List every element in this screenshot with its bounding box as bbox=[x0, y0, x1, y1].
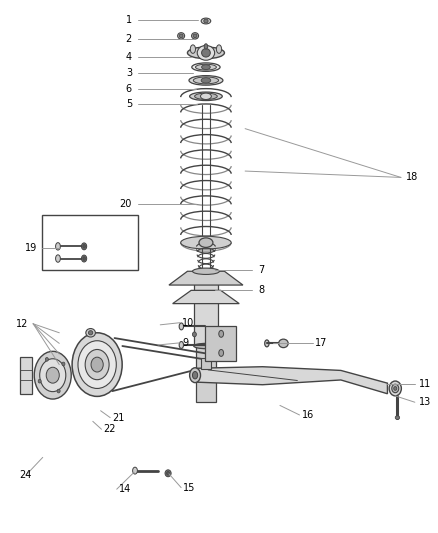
Text: 15: 15 bbox=[184, 482, 196, 492]
Ellipse shape bbox=[265, 340, 269, 347]
Ellipse shape bbox=[46, 367, 59, 383]
Ellipse shape bbox=[83, 245, 85, 248]
Text: 18: 18 bbox=[406, 172, 418, 182]
Bar bbox=[201, 358, 211, 369]
Ellipse shape bbox=[194, 343, 218, 349]
Ellipse shape bbox=[192, 332, 196, 337]
Ellipse shape bbox=[197, 45, 215, 60]
Ellipse shape bbox=[201, 78, 211, 83]
Text: 4: 4 bbox=[126, 52, 132, 61]
Ellipse shape bbox=[192, 372, 198, 379]
Ellipse shape bbox=[395, 416, 399, 419]
Ellipse shape bbox=[56, 255, 60, 262]
Polygon shape bbox=[169, 271, 243, 285]
Text: 7: 7 bbox=[258, 265, 265, 274]
Text: 13: 13 bbox=[419, 397, 431, 407]
Ellipse shape bbox=[193, 77, 219, 84]
Ellipse shape bbox=[201, 18, 211, 24]
Text: 5: 5 bbox=[126, 99, 132, 109]
Text: 3: 3 bbox=[126, 69, 132, 78]
Ellipse shape bbox=[279, 339, 288, 348]
Ellipse shape bbox=[195, 64, 216, 70]
Ellipse shape bbox=[204, 44, 208, 49]
Text: 2: 2 bbox=[126, 34, 132, 44]
Polygon shape bbox=[194, 272, 218, 346]
Ellipse shape bbox=[389, 381, 401, 396]
Ellipse shape bbox=[187, 47, 224, 59]
Ellipse shape bbox=[62, 362, 65, 366]
Ellipse shape bbox=[46, 358, 48, 361]
Bar bbox=[20, 357, 32, 394]
Ellipse shape bbox=[34, 351, 71, 399]
Ellipse shape bbox=[81, 255, 87, 262]
Ellipse shape bbox=[85, 350, 109, 379]
Ellipse shape bbox=[194, 269, 218, 275]
Text: 19: 19 bbox=[25, 244, 37, 254]
Text: 10: 10 bbox=[182, 318, 194, 328]
Text: 8: 8 bbox=[258, 285, 264, 295]
Ellipse shape bbox=[38, 379, 41, 383]
Ellipse shape bbox=[201, 49, 210, 57]
Ellipse shape bbox=[394, 386, 397, 390]
Text: 21: 21 bbox=[113, 413, 125, 423]
Ellipse shape bbox=[201, 93, 212, 100]
Ellipse shape bbox=[219, 330, 223, 337]
Ellipse shape bbox=[179, 34, 183, 38]
Bar bbox=[42, 215, 138, 270]
Ellipse shape bbox=[88, 330, 93, 335]
Text: 12: 12 bbox=[16, 319, 28, 329]
Ellipse shape bbox=[219, 350, 223, 357]
Text: 17: 17 bbox=[315, 338, 327, 348]
Polygon shape bbox=[195, 367, 388, 394]
Ellipse shape bbox=[57, 389, 60, 393]
Ellipse shape bbox=[199, 238, 213, 247]
Ellipse shape bbox=[190, 368, 201, 383]
Ellipse shape bbox=[133, 467, 138, 474]
Text: 11: 11 bbox=[419, 379, 431, 389]
Ellipse shape bbox=[179, 323, 184, 330]
Ellipse shape bbox=[81, 243, 87, 250]
Text: 1: 1 bbox=[126, 15, 132, 25]
Ellipse shape bbox=[166, 471, 170, 475]
Text: 14: 14 bbox=[119, 484, 131, 494]
Text: 6: 6 bbox=[126, 84, 132, 94]
Text: 22: 22 bbox=[104, 424, 116, 434]
Text: 9: 9 bbox=[182, 338, 188, 348]
Ellipse shape bbox=[56, 243, 60, 250]
Ellipse shape bbox=[165, 470, 171, 477]
Ellipse shape bbox=[392, 384, 399, 393]
Ellipse shape bbox=[190, 92, 222, 101]
Polygon shape bbox=[205, 326, 237, 361]
Ellipse shape bbox=[189, 76, 223, 85]
Ellipse shape bbox=[204, 19, 208, 23]
Ellipse shape bbox=[181, 236, 231, 249]
Ellipse shape bbox=[72, 333, 122, 397]
Ellipse shape bbox=[91, 357, 103, 372]
Ellipse shape bbox=[216, 45, 222, 53]
Ellipse shape bbox=[178, 33, 185, 39]
Ellipse shape bbox=[86, 328, 95, 337]
Ellipse shape bbox=[193, 268, 219, 274]
Polygon shape bbox=[173, 290, 239, 304]
Ellipse shape bbox=[193, 34, 197, 38]
Polygon shape bbox=[196, 346, 215, 402]
Ellipse shape bbox=[179, 342, 184, 349]
Ellipse shape bbox=[190, 45, 195, 53]
Ellipse shape bbox=[194, 93, 217, 100]
Ellipse shape bbox=[78, 341, 116, 389]
Ellipse shape bbox=[201, 64, 210, 69]
Text: 16: 16 bbox=[302, 410, 314, 420]
Ellipse shape bbox=[191, 33, 198, 39]
Ellipse shape bbox=[83, 257, 85, 261]
Ellipse shape bbox=[40, 359, 66, 392]
Ellipse shape bbox=[192, 63, 220, 71]
Text: 24: 24 bbox=[20, 470, 32, 480]
Text: 20: 20 bbox=[120, 199, 132, 209]
